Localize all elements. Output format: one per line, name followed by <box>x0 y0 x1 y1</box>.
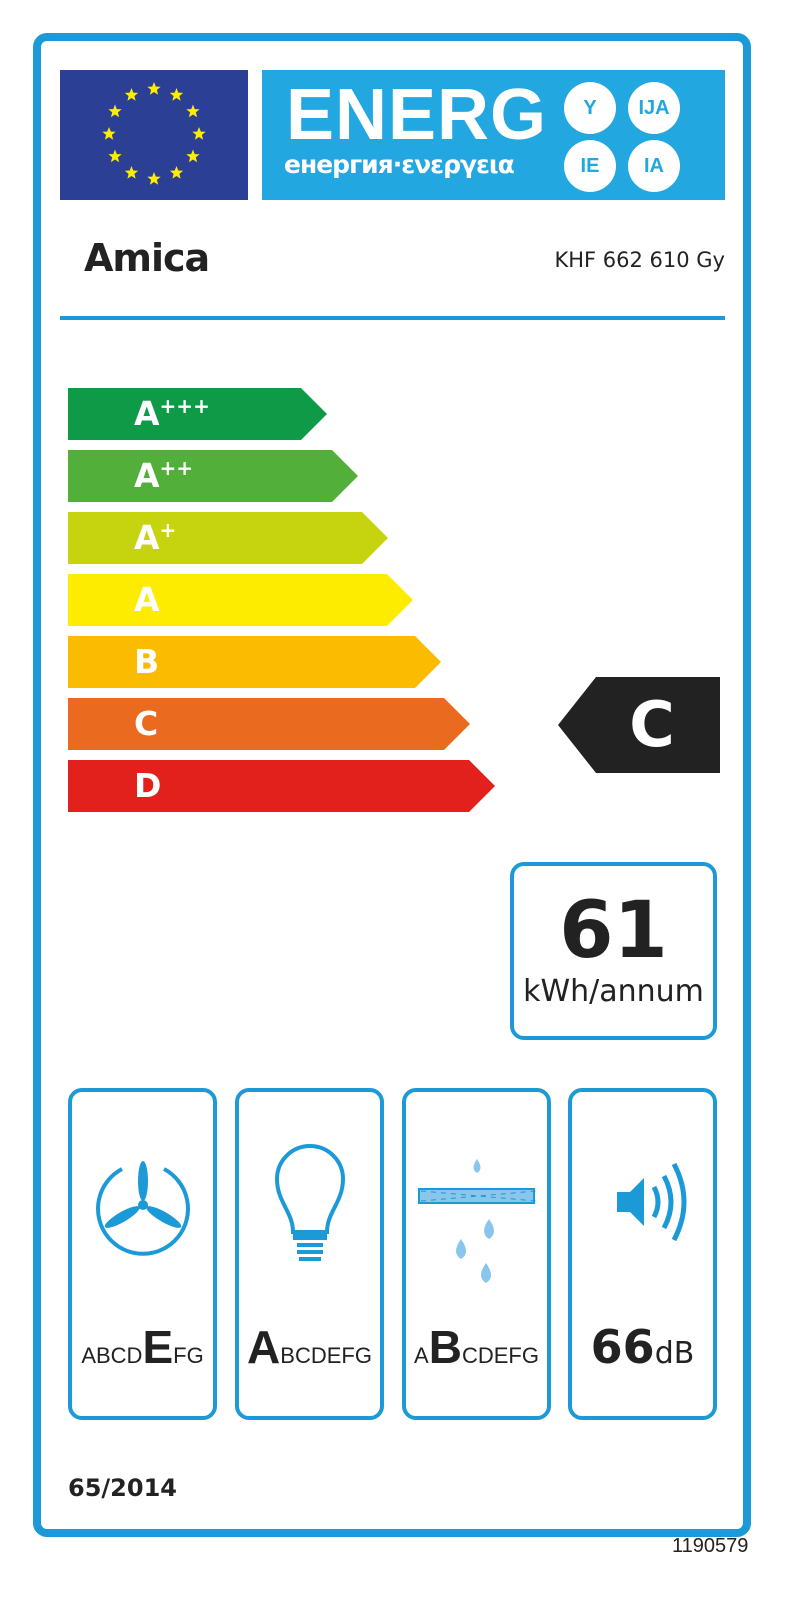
model-identifier: KHF 662 610 Gy <box>554 248 725 272</box>
fluid-dynamic-box: ABCDEFG <box>68 1088 217 1420</box>
fan-icon <box>96 1161 190 1256</box>
class-plus: ++ <box>159 456 194 480</box>
grease-filter-icon <box>418 1159 537 1283</box>
lighting-class: ABCDEFG <box>247 1321 372 1373</box>
efficiency-class-bar: B <box>68 636 441 688</box>
efficiency-class-bar: C <box>68 698 470 750</box>
class-label: C <box>134 704 159 743</box>
light-bulb-icon <box>274 1144 346 1261</box>
class-label: B <box>134 642 160 681</box>
grease-filter-box: ABCDEFG <box>402 1088 551 1420</box>
suffix-badge: IE <box>564 140 616 192</box>
star-icon <box>108 149 122 163</box>
lighting-box: ABCDEFG <box>235 1088 384 1420</box>
class-plus: +++ <box>159 394 210 418</box>
star-icon <box>108 104 122 118</box>
class-label: D <box>134 766 162 805</box>
divider <box>60 316 725 320</box>
suffix-badge: IA <box>628 140 680 192</box>
energy-banner: ENERG енергия·ενεργεια Y IJA IE IA <box>262 70 725 200</box>
efficiency-class-bar: A <box>68 574 413 626</box>
supplier-name: Amica <box>84 236 210 280</box>
rating-arrow: C <box>558 677 720 773</box>
star-icon <box>186 104 200 118</box>
speaker-sound-icon <box>617 1162 687 1242</box>
star-icon <box>169 166 184 179</box>
product-code: 1190579 <box>672 1535 749 1557</box>
class-label: A <box>134 580 160 619</box>
banner-subtitle: енергия·ενεργεια <box>284 150 515 179</box>
star-icon <box>102 127 116 140</box>
energy-consumption-box: 61 kWh/annum <box>510 862 717 1040</box>
eu-flag <box>60 70 248 200</box>
suffix-badge: Y <box>564 82 616 134</box>
class-label: A <box>134 518 160 557</box>
star-icon <box>124 88 139 101</box>
efficiency-class-bar: A+++ <box>68 388 327 440</box>
grease-filter-class: ABCDEFG <box>414 1321 539 1373</box>
label-frame <box>33 33 751 1537</box>
star-icon <box>147 82 161 95</box>
fluid-dynamic-class: ABCDEFG <box>81 1321 204 1373</box>
banner-title: ENERG <box>286 75 548 155</box>
noise-box: 66dB <box>568 1088 717 1420</box>
efficiency-class-bar: A+ <box>68 512 388 564</box>
class-label: A <box>134 394 160 433</box>
class-plus: + <box>159 518 177 542</box>
efficiency-class-bar: A++ <box>68 450 358 502</box>
star-icon <box>192 127 206 140</box>
efficiency-class-bar: D <box>68 760 495 812</box>
star-icon <box>147 172 161 185</box>
eu-stars-icon <box>102 82 206 185</box>
class-label: A <box>134 456 160 495</box>
noise-level: 66dB <box>590 1320 695 1374</box>
energy-value: 61 <box>559 886 668 976</box>
star-icon <box>124 166 139 179</box>
star-icon <box>186 149 200 163</box>
star-icon <box>169 88 184 101</box>
suffix-badge: IJA <box>628 82 680 134</box>
energy-unit: kWh/annum <box>523 974 704 1009</box>
regulation-number: 65/2014 <box>68 1474 177 1502</box>
